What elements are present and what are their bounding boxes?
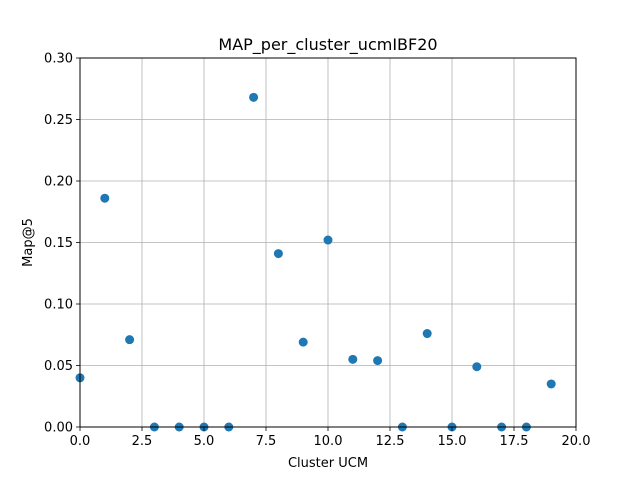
- y-tick-label: 0.15: [44, 236, 73, 251]
- x-tick-label: 12.5: [376, 434, 405, 449]
- chart-title: MAP_per_cluster_ucmIBF20: [218, 35, 437, 55]
- data-point: [323, 235, 333, 245]
- y-tick-label: 0.20: [44, 175, 73, 190]
- data-point: [100, 193, 110, 203]
- x-tick-label: 7.5: [256, 434, 277, 449]
- data-point: [249, 92, 259, 102]
- y-tick-label: 0.30: [44, 52, 73, 67]
- data-point: [298, 337, 308, 347]
- y-axis-label: Map@5: [21, 218, 36, 267]
- data-point: [125, 335, 135, 345]
- y-tick-label: 0.10: [44, 298, 73, 313]
- y-tick-label: 0.25: [44, 113, 73, 128]
- data-point: [373, 356, 383, 366]
- x-axis-label: Cluster UCM: [288, 456, 368, 471]
- x-axis-ticks: 0.0 2.5 5.0 7.5 10.0 12.5 15.0 17.5 20.0: [70, 427, 591, 449]
- x-tick-label: 0.0: [70, 434, 91, 449]
- x-tick-label: 2.5: [132, 434, 153, 449]
- data-point: [546, 379, 556, 389]
- x-tick-label: 20.0: [562, 434, 591, 449]
- x-tick-label: 5.0: [194, 434, 215, 449]
- y-tick-label: 0.00: [44, 421, 73, 436]
- data-point: [348, 354, 358, 364]
- data-point: [422, 329, 432, 339]
- x-tick-label: 10.0: [314, 434, 343, 449]
- y-tick-label: 0.05: [44, 359, 73, 374]
- y-axis-ticks: 0.00 0.05 0.10 0.15 0.20 0.25 0.30: [44, 52, 80, 436]
- x-tick-label: 15.0: [438, 434, 467, 449]
- x-tick-label: 17.5: [500, 434, 529, 449]
- data-point: [472, 362, 482, 372]
- data-point: [273, 249, 283, 259]
